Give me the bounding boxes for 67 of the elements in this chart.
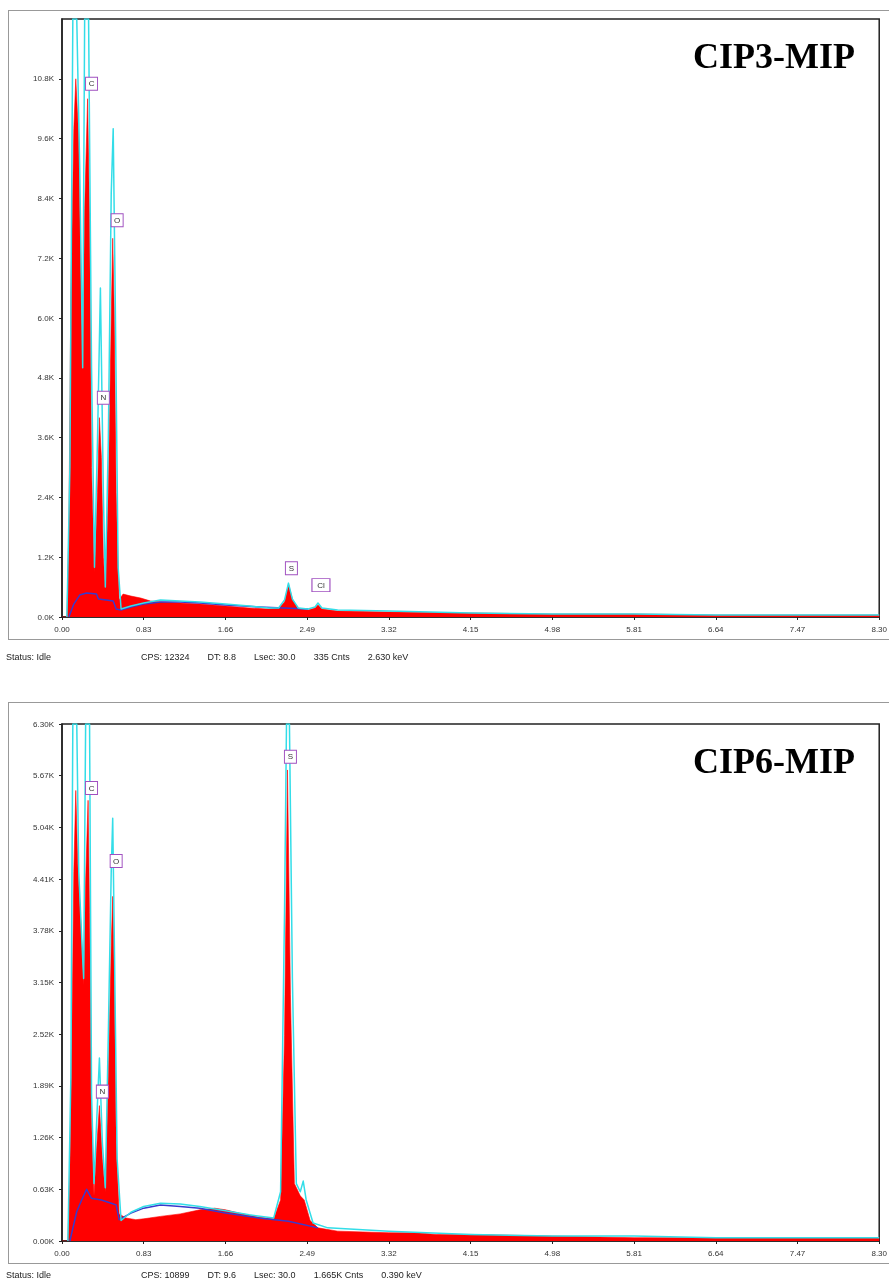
x-tick-label: 2.49	[299, 1248, 316, 1258]
y-tick-label: 3.15K	[33, 978, 55, 987]
y-tick-label: 5.04K	[33, 822, 55, 832]
text: 335 Cnts	[313, 652, 350, 662]
text: Status: Idle	[6, 1270, 52, 1280]
annotation: C	[88, 79, 95, 89]
y-tick-label: 1.89K	[33, 1081, 55, 1091]
x-tick-label: 4.15	[462, 624, 479, 634]
text: 0.390 keV	[381, 1270, 422, 1280]
y-tick-label: 8.4K	[37, 193, 55, 203]
y-tick-label: 2.52K	[33, 1029, 55, 1039]
annotation: N	[100, 393, 107, 403]
x-tick-label: 0.83	[135, 1248, 153, 1258]
y-tick-label: 10.8K	[33, 74, 55, 84]
y-tick-label: 3.6K	[37, 433, 55, 443]
x-tick-label: 2.49	[299, 624, 316, 634]
x-tick-label: 7.47	[789, 624, 806, 634]
x-tick-label: 0.83	[135, 624, 153, 634]
annotation: S	[287, 752, 294, 762]
y-tick-label: 7.2K	[37, 253, 55, 263]
y-tick-label: 2.4K	[37, 492, 55, 502]
x-tick-label: 7.47	[789, 1248, 806, 1258]
y-tick-label: 1.2K	[37, 552, 55, 562]
y-tick-label: 4.41K	[33, 874, 55, 884]
y-tick-label: 1.26K	[33, 1133, 55, 1143]
y-tick-label: 0.0K	[37, 612, 55, 622]
y-tick-label: 6.0K	[37, 313, 55, 323]
y-tick-label: 3.78K	[33, 926, 55, 936]
x-tick-label: 0.00	[54, 624, 71, 634]
text: DT: 8.8	[207, 652, 237, 662]
x-tick-label: 8.30	[871, 624, 888, 634]
text: Status: Idle	[6, 652, 52, 662]
annotation: C	[88, 783, 95, 793]
x-tick-label: 5.81	[626, 624, 643, 634]
x-tick-label: 4.98	[544, 624, 561, 634]
text: Lsec: 30.0	[254, 652, 296, 662]
y-tick-label: 4.8K	[37, 373, 55, 383]
annotation: O	[113, 856, 120, 866]
x-tick-label: 1.66	[217, 624, 234, 634]
x-tick-label: 6.64	[707, 1248, 725, 1258]
annotation: N	[99, 1087, 106, 1097]
x-tick-label: 4.15	[462, 1248, 479, 1258]
x-tick-label: 3.32	[381, 1248, 398, 1258]
y-tick-label: 5.67K	[33, 771, 55, 781]
text: CPS: 12324	[141, 652, 190, 662]
annotation: O	[114, 215, 121, 225]
x-tick-label: 8.30	[871, 1248, 888, 1258]
x-tick-label: 5.81	[626, 1248, 643, 1258]
y-tick-label: 6.30K	[33, 719, 55, 729]
text: DT: 9.6	[207, 1270, 237, 1280]
x-tick-label: 3.32	[381, 624, 398, 634]
text: 1.665K Cnts	[313, 1270, 364, 1280]
text: CPS: 10899	[141, 1270, 190, 1280]
x-tick-label: 4.98	[544, 1248, 561, 1258]
annotation: S	[288, 563, 295, 573]
text: CIP6-MIP	[693, 741, 855, 781]
text: CIP3-MIP	[693, 36, 855, 76]
line-series	[69, 1188, 319, 1242]
x-tick-label: 6.64	[707, 624, 725, 634]
text: Lsec: 30.0	[254, 1270, 296, 1280]
y-tick-label: 0.63K	[33, 1184, 55, 1194]
text: 2.630 keV	[367, 652, 409, 662]
x-tick-label: 0.00	[54, 1248, 71, 1258]
y-tick-label: 9.6K	[37, 134, 55, 144]
x-tick-label: 1.66	[217, 1248, 234, 1258]
y-tick-label: 0.00K	[33, 1236, 55, 1246]
annotation: Cl	[317, 580, 325, 590]
